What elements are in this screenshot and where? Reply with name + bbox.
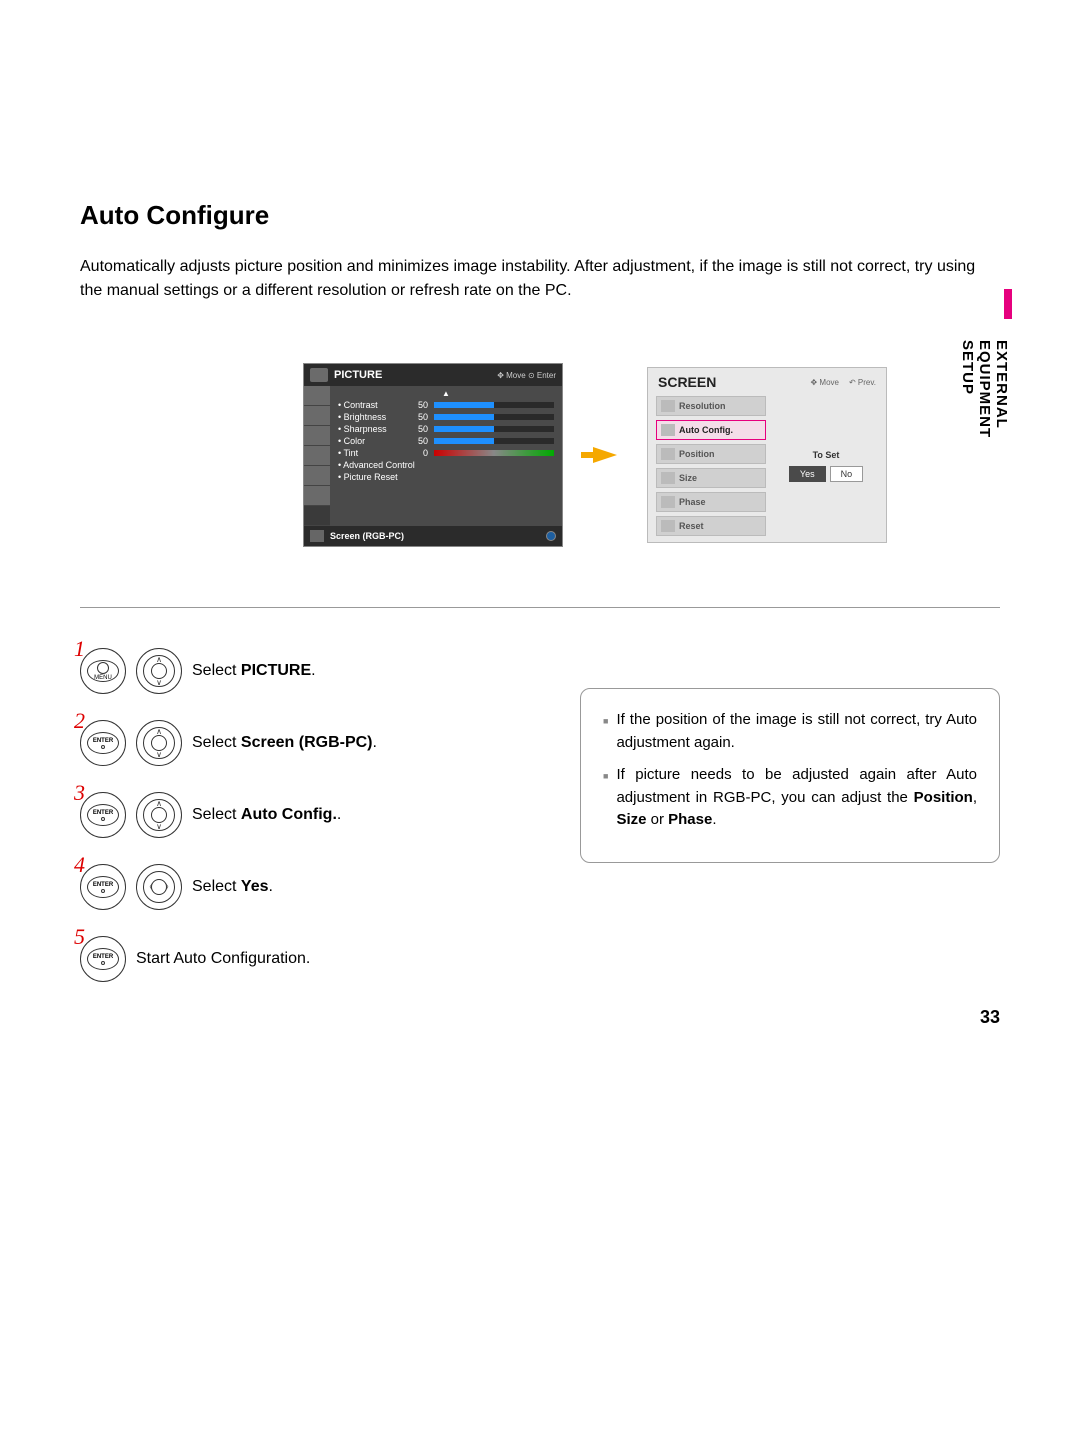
divider	[80, 607, 1000, 608]
step-4: 4 ENTER 〈〉 Select Yes.	[80, 864, 520, 910]
no-button: No	[830, 466, 864, 482]
picture-menu: PICTURE ✥ Move ⊙ Enter ▲ • Contrast 50	[303, 363, 563, 547]
remote-enter-button: ENTER	[80, 792, 126, 838]
menu-row-sharpness: • Sharpness 50	[338, 424, 554, 434]
remote-dpad-vertical: ∧∨	[136, 792, 182, 838]
step-3-text: Select Auto Config..	[192, 806, 341, 824]
remote-menu-button: MENU	[80, 648, 126, 694]
screen-item-size: Size	[656, 468, 766, 488]
step-2: 2 ENTER ∧∨ Select Screen (RGB-PC).	[80, 720, 520, 766]
remote-dpad-vertical: ∧∨	[136, 648, 182, 694]
screen-item-phase: Phase	[656, 492, 766, 512]
yes-button: Yes	[789, 466, 826, 482]
screen-menu-hints: ✥ Move ↶ Prev.	[810, 378, 876, 387]
step-3: 3 ENTER ∧∨ Select Auto Config..	[80, 792, 520, 838]
screen-item-reset: Reset	[656, 516, 766, 536]
note-2: If picture needs to be adjusted again af…	[603, 764, 977, 832]
remote-enter-button: ENTER	[80, 936, 126, 982]
step-5: 5 ENTER Start Auto Configuration.	[80, 936, 520, 982]
menu-row-contrast: • Contrast 50	[338, 400, 554, 410]
menu-row-brightness: • Brightness 50	[338, 412, 554, 422]
arrow-right-icon	[593, 447, 617, 463]
menu-row-reset: • Picture Reset	[338, 472, 554, 482]
remote-enter-button: ENTER	[80, 864, 126, 910]
screen-item-position: Position	[656, 444, 766, 464]
notes-box: If the position of the image is still no…	[580, 688, 1000, 863]
remote-enter-button: ENTER	[80, 720, 126, 766]
note-1: If the position of the image is still no…	[603, 709, 977, 754]
screen-menu-title: SCREEN	[658, 374, 810, 390]
menu-row-tint: • Tint 0	[338, 448, 554, 458]
screen-item-resolution: Resolution	[656, 396, 766, 416]
step-1: 1 MENU ∧∨ Select PICTURE.	[80, 648, 520, 694]
steps-list: 1 MENU ∧∨ Select PICTURE. 2 ENTER	[80, 648, 520, 1008]
remote-dpad-vertical: ∧∨	[136, 720, 182, 766]
picture-menu-footer: Screen (RGB-PC)	[304, 526, 562, 546]
screen-menu: SCREEN ✥ Move ↶ Prev. Resolution Auto Co…	[647, 367, 887, 543]
to-set-label: To Set	[813, 450, 840, 460]
picture-menu-title: PICTURE	[334, 369, 497, 381]
picture-menu-icon	[310, 368, 328, 382]
menu-row-color: • Color 50	[338, 436, 554, 446]
picture-menu-category-icons	[304, 386, 330, 526]
step-1-text: Select PICTURE.	[192, 662, 316, 680]
screen-item-autoconfig: Auto Config.	[656, 420, 766, 440]
intro-paragraph: Automatically adjusts picture position a…	[80, 255, 1000, 303]
scroll-up-indicator: ▲	[338, 390, 554, 398]
step-4-text: Select Yes.	[192, 878, 273, 896]
remote-dpad-horizontal: 〈〉	[136, 864, 182, 910]
picture-menu-hints: ✥ Move ⊙ Enter	[497, 371, 556, 380]
step-5-text: Start Auto Configuration.	[136, 950, 310, 968]
step-2-text: Select Screen (RGB-PC).	[192, 734, 377, 752]
menu-illustration: PICTURE ✥ Move ⊙ Enter ▲ • Contrast 50	[80, 363, 1000, 547]
section-title-vertical: EXTERNAL EQUIPMENT SETUP	[959, 340, 1010, 438]
page-number: 33	[980, 1007, 1000, 1028]
menu-row-advanced: • Advanced Control	[338, 460, 554, 470]
page-title: Auto Configure	[80, 200, 1000, 231]
accent-block	[1004, 289, 1012, 319]
